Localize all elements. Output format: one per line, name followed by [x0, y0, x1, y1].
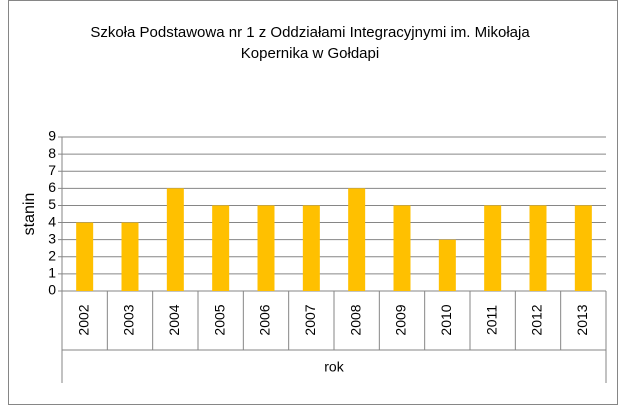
y-tick-label: 0 [48, 282, 56, 298]
bar [121, 222, 139, 291]
x-tick-label: 2002 [75, 304, 91, 335]
y-axis-label: stanin [21, 193, 38, 236]
bar [529, 205, 547, 291]
bar [212, 205, 230, 291]
x-tick-label: 2008 [347, 304, 363, 335]
x-tick-label: 2012 [529, 304, 545, 335]
y-tick-label: 8 [48, 145, 56, 161]
x-axis-label: rok [324, 359, 344, 375]
y-tick-label: 4 [48, 213, 56, 229]
x-tick-label: 2010 [438, 304, 454, 335]
x-tick-label: 2013 [574, 304, 590, 335]
bar [76, 222, 94, 291]
bar [302, 205, 320, 291]
bar [574, 205, 592, 291]
y-tick-label: 9 [48, 128, 56, 144]
x-tick-label: 2007 [302, 304, 318, 335]
y-tick-label: 7 [48, 162, 56, 178]
y-tick-label: 3 [48, 230, 56, 246]
x-tick-label: 2009 [393, 304, 409, 335]
chart-title: Szkoła Podstawowa nr 1 z Oddziałami Inte… [90, 24, 530, 62]
y-tick-label: 5 [48, 196, 56, 212]
x-tick-label: 2006 [257, 304, 273, 335]
x-tick-label: 2003 [121, 304, 137, 335]
bar [257, 205, 275, 291]
chart-border [8, 0, 618, 405]
bar [484, 205, 502, 291]
bar [166, 188, 184, 291]
bar [438, 239, 456, 291]
y-tick-label: 1 [48, 265, 56, 281]
bar [393, 205, 411, 291]
x-tick-label: 2011 [483, 305, 499, 335]
bar [348, 188, 366, 291]
x-tick-label: 2005 [211, 304, 227, 335]
y-tick-label: 2 [48, 247, 56, 263]
y-tick-label: 6 [48, 179, 56, 195]
x-tick-label: 2004 [166, 304, 182, 335]
